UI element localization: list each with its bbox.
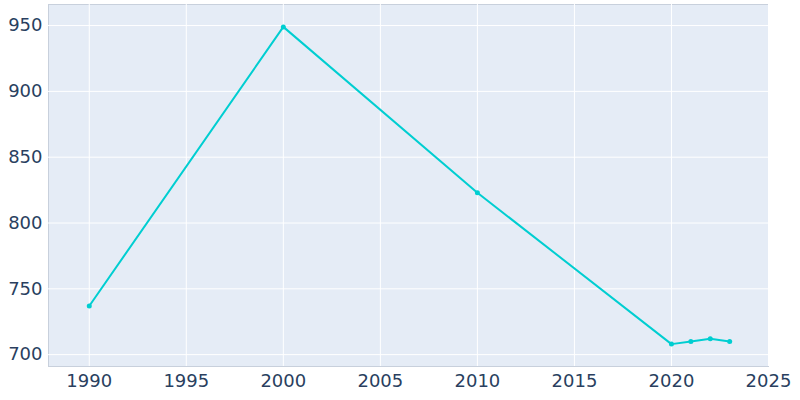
svg-text:2015: 2015 — [552, 370, 598, 391]
svg-text:850: 850 — [8, 146, 42, 167]
svg-text:2020: 2020 — [649, 370, 695, 391]
svg-text:750: 750 — [8, 278, 42, 299]
svg-text:950: 950 — [8, 14, 42, 35]
svg-text:2010: 2010 — [454, 370, 500, 391]
svg-text:1995: 1995 — [163, 370, 209, 391]
svg-text:1990: 1990 — [66, 370, 112, 391]
svg-text:2025: 2025 — [746, 370, 792, 391]
svg-text:700: 700 — [8, 343, 42, 364]
svg-text:2000: 2000 — [260, 370, 306, 391]
svg-text:900: 900 — [8, 80, 42, 101]
svg-text:2005: 2005 — [357, 370, 403, 391]
svg-text:800: 800 — [8, 212, 42, 233]
